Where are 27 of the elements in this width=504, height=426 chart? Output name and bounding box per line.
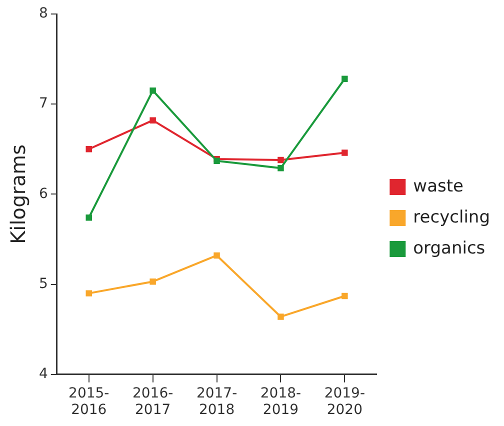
y-tick-label: 6: [38, 186, 48, 202]
x-tick-label: 2017-2018: [196, 385, 238, 418]
point: [342, 292, 348, 300]
point: [150, 87, 156, 94]
point: [86, 146, 92, 152]
point: [342, 150, 348, 156]
y-axis-title: Kilograms: [6, 144, 30, 244]
legend-label: waste: [413, 176, 464, 196]
y-tick-label: 5: [38, 276, 48, 292]
y-tick-label: 8: [38, 6, 48, 22]
point: [86, 290, 92, 296]
point: [278, 156, 284, 164]
y-tick-label: 4: [38, 366, 48, 382]
point: [150, 278, 156, 285]
point: [86, 214, 92, 221]
legend-label: recycling: [413, 207, 490, 228]
point: [342, 76, 348, 82]
x-tick-label: 2016-2017: [132, 385, 174, 418]
legend-label: organics: [413, 238, 486, 258]
x-tick-label: 2015-2016: [68, 385, 110, 418]
y-tick-label: 7: [38, 96, 48, 112]
point: [214, 252, 220, 259]
x-tick-label: 2018-2019: [260, 385, 302, 418]
point: [278, 314, 284, 320]
point: [278, 164, 284, 172]
point: [150, 117, 156, 124]
x-tick-label: 2019-2020: [324, 385, 366, 418]
